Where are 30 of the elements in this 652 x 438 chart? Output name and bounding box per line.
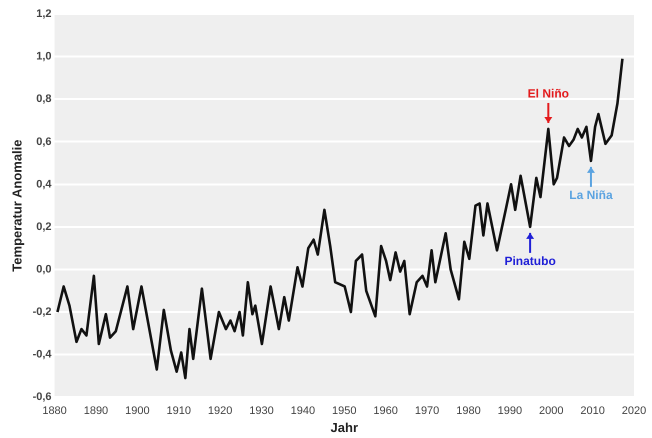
annotation: El Niño bbox=[528, 86, 569, 100]
x-tick-label: 1960 bbox=[373, 404, 398, 417]
x-tick-label: 1990 bbox=[498, 404, 522, 417]
y-tick-label: -0,2 bbox=[32, 306, 52, 318]
x-tick-label: 1940 bbox=[290, 404, 316, 417]
x-tick-label: 1900 bbox=[125, 404, 150, 417]
x-tick-label: 1920 bbox=[208, 404, 232, 417]
x-tick-label: 1980 bbox=[456, 404, 481, 417]
y-tick-label: -0,4 bbox=[32, 348, 52, 361]
y-axis-title: Temperatur Anomalie bbox=[9, 140, 24, 272]
x-tick-label: 2010 bbox=[580, 404, 605, 417]
y-tick-label: 0,2 bbox=[36, 220, 52, 233]
y-tick-label: 0,4 bbox=[36, 178, 52, 190]
y-tick-label: 1,2 bbox=[36, 8, 52, 20]
y-tick-label: -0,6 bbox=[32, 391, 52, 404]
x-tick-label: 1950 bbox=[332, 404, 357, 417]
x-tick-label: 1930 bbox=[249, 404, 274, 417]
y-tick-label: 0,0 bbox=[36, 264, 52, 276]
x-tick-label: 1890 bbox=[84, 404, 108, 417]
x-tick-label: 1910 bbox=[166, 404, 191, 417]
annotation: Pinatubo bbox=[504, 254, 556, 268]
y-tick-label: 1,0 bbox=[36, 50, 52, 63]
annotation: La Niña bbox=[569, 188, 613, 202]
x-axis-title: Jahr bbox=[330, 420, 358, 435]
x-tick-label: 1880 bbox=[42, 404, 67, 417]
y-tick-label: 0,8 bbox=[36, 93, 52, 106]
x-tick-label: 1970 bbox=[414, 404, 440, 417]
x-tick-label: 2000 bbox=[538, 404, 564, 417]
y-tick-label: 0,6 bbox=[36, 136, 52, 148]
x-tick-label: 2020 bbox=[622, 404, 646, 417]
